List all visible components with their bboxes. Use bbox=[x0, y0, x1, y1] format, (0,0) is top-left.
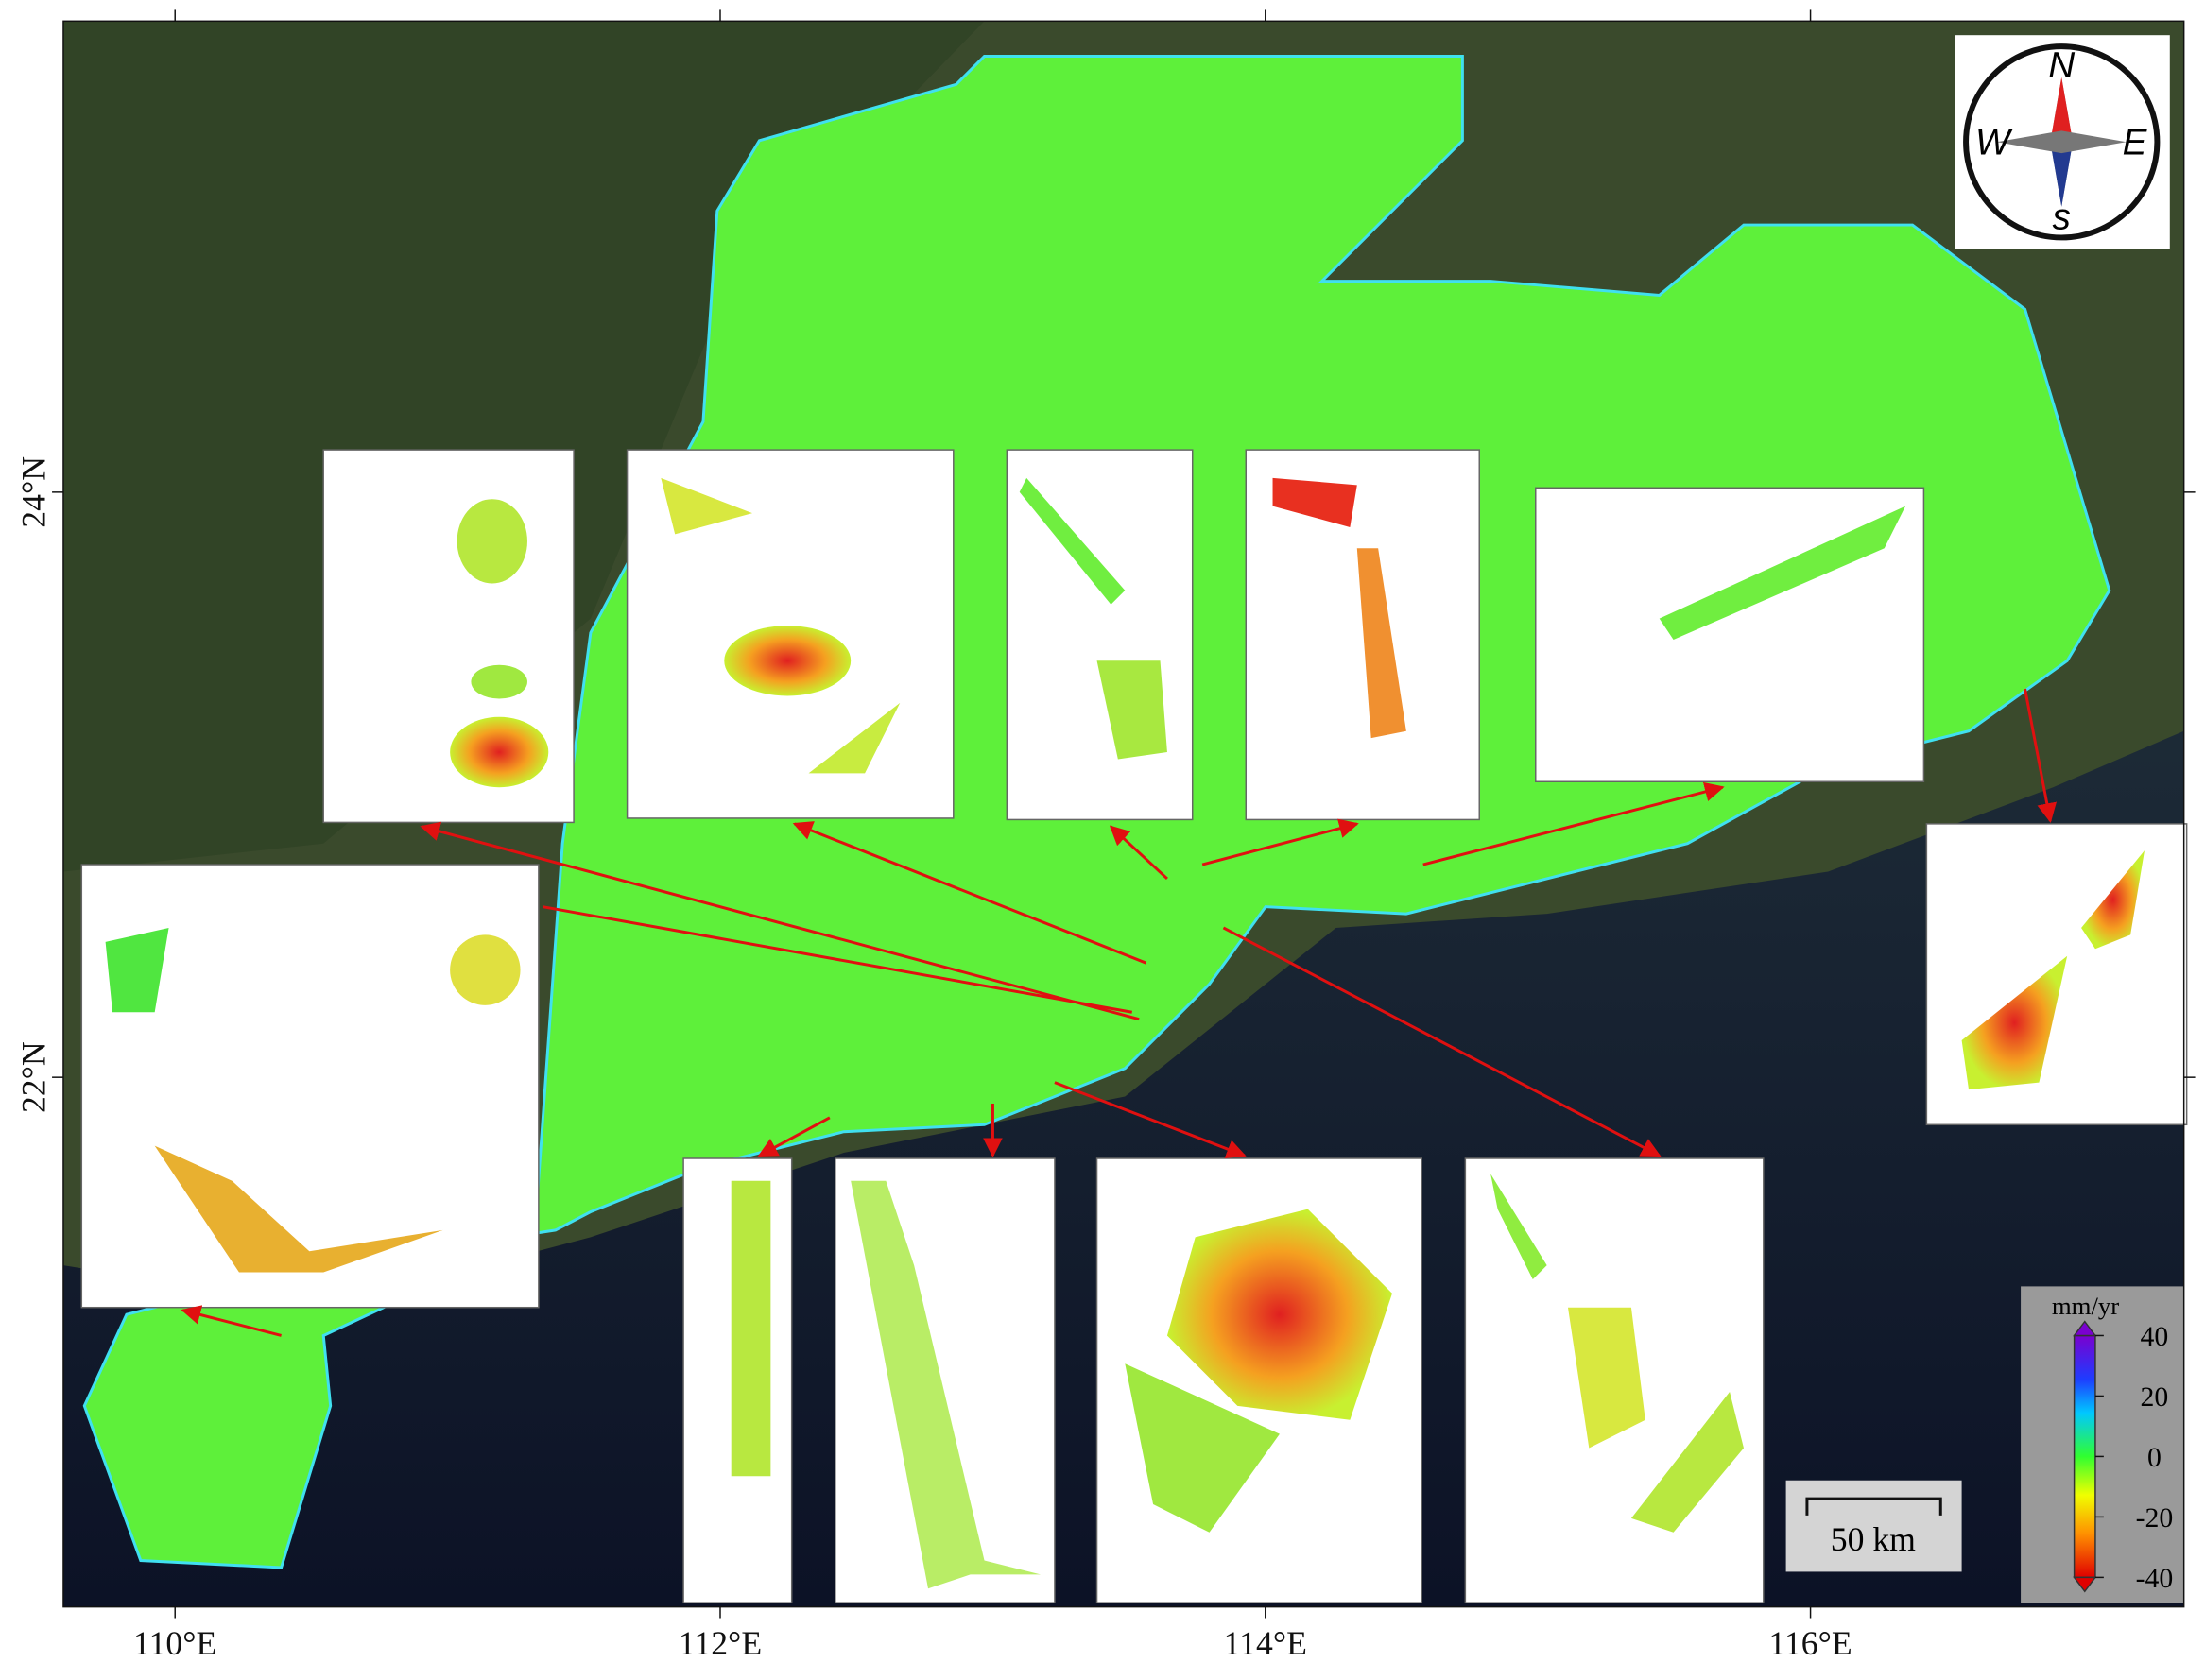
patch bbox=[1166, 1209, 1393, 1420]
scale-bar: 50 km bbox=[1785, 1480, 1962, 1572]
compass-needle bbox=[1996, 130, 2127, 154]
y-tick-label: 22°N bbox=[15, 1041, 53, 1113]
inset-patches bbox=[105, 477, 2145, 1589]
patch bbox=[851, 1180, 1042, 1589]
arrow bbox=[1054, 1081, 1247, 1159]
colorbar-tick-label: -40 bbox=[2136, 1563, 2174, 1594]
patch bbox=[1125, 1363, 1280, 1533]
patch bbox=[154, 1145, 443, 1273]
arrow bbox=[1109, 825, 1168, 881]
scale-bar-box bbox=[1785, 1480, 1962, 1572]
arrow bbox=[1222, 926, 1662, 1157]
map-border bbox=[62, 20, 2185, 1608]
patch bbox=[1019, 477, 1126, 605]
patch bbox=[471, 664, 527, 699]
inset-arrows bbox=[181, 688, 2058, 1337]
colorbar: mm/yr 40 20 0 -20 -40 bbox=[2021, 1286, 2184, 1603]
arrow bbox=[2024, 688, 2058, 823]
scale-bar-line bbox=[1805, 1497, 1942, 1516]
arrow bbox=[757, 1116, 831, 1157]
patch bbox=[1272, 477, 1357, 527]
arrow bbox=[543, 905, 1133, 1014]
patch bbox=[1096, 660, 1167, 760]
scale-bar-label: 50 km bbox=[1831, 1520, 1916, 1558]
x-tick-label: 116°E bbox=[1768, 1624, 1852, 1662]
colorbar-unit: mm/yr bbox=[2052, 1292, 2119, 1320]
patch bbox=[731, 1180, 771, 1477]
patch bbox=[457, 499, 527, 584]
patch bbox=[1659, 506, 1906, 640]
compass-ring bbox=[1963, 43, 2161, 241]
colorbar-extend bbox=[2073, 1320, 2097, 1337]
patch bbox=[1961, 955, 2068, 1090]
colorbar-tick-label: 20 bbox=[2141, 1381, 2169, 1413]
colorbar-extend bbox=[2073, 1576, 2097, 1593]
axes: 110°E 112°E 114°E 116°E 22°N 24°N bbox=[15, 9, 2196, 1662]
patch bbox=[105, 927, 169, 1013]
arrow bbox=[1201, 818, 1359, 866]
colorbar-panel bbox=[2021, 1286, 2184, 1603]
compass-north bbox=[2050, 77, 2074, 143]
colorbar-tick-label: 40 bbox=[2141, 1321, 2169, 1352]
inset-panel bbox=[1245, 449, 1480, 821]
patch bbox=[2081, 850, 2145, 950]
compass-south bbox=[2050, 142, 2074, 207]
arrow bbox=[181, 1305, 282, 1337]
patch bbox=[808, 702, 901, 774]
x-tick-label: 112°E bbox=[679, 1624, 762, 1662]
compass-label: W bbox=[1975, 123, 2013, 163]
patch bbox=[1567, 1307, 1645, 1449]
compass-label: N bbox=[2048, 45, 2075, 86]
x-tick-label: 114°E bbox=[1224, 1624, 1307, 1662]
arrow bbox=[792, 821, 1147, 965]
compass: N W E s bbox=[1955, 35, 2170, 249]
compass-label: s bbox=[2053, 197, 2071, 238]
x-tick-label: 110°E bbox=[133, 1624, 216, 1662]
y-tick-label: 24°N bbox=[15, 456, 53, 528]
patch bbox=[1356, 548, 1406, 739]
colorbar-tick-label: -20 bbox=[2136, 1502, 2174, 1534]
inset-panel bbox=[80, 864, 540, 1309]
colorbar-tick-label: 0 bbox=[2147, 1442, 2162, 1473]
patch bbox=[661, 477, 753, 535]
compass-label: E bbox=[2123, 123, 2148, 163]
patch bbox=[1630, 1391, 1744, 1533]
arrow bbox=[420, 821, 1140, 1021]
patch bbox=[450, 716, 549, 788]
patch bbox=[724, 626, 852, 696]
colorbar-scale bbox=[2073, 1334, 2096, 1579]
patch bbox=[1490, 1174, 1547, 1279]
patch bbox=[450, 934, 521, 1005]
arrow bbox=[1422, 781, 1725, 866]
